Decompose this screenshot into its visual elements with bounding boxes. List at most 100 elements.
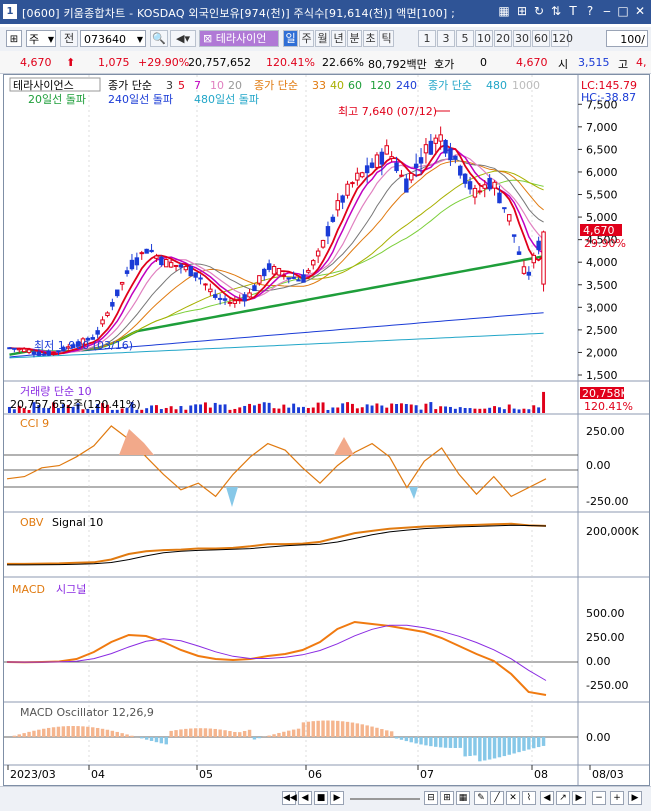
volume-bar xyxy=(503,409,506,413)
legend-ma-20: 20 xyxy=(228,79,242,92)
period-tab-0[interactable]: 일 xyxy=(283,30,298,47)
volume-bar xyxy=(253,405,256,413)
interval-btn-1[interactable]: 1 xyxy=(418,30,436,47)
pin-icon[interactable]: ⊞ xyxy=(6,30,22,47)
stop-icon[interactable]: ■ xyxy=(314,791,328,805)
next-icon[interactable]: ▶ xyxy=(330,791,344,805)
price-tick-label: 2,000 xyxy=(586,346,618,359)
interval-btn-120[interactable]: 120 xyxy=(551,30,569,47)
interval-btn-20[interactable]: 20 xyxy=(494,30,512,47)
volume-bar xyxy=(317,403,320,413)
chart-svg[interactable]: 7,5007,0006,5006,0005,5005,0004,5004,000… xyxy=(4,75,649,785)
minimize-icon[interactable]: ‒ xyxy=(600,4,614,18)
legend-stock[interactable]: 테라사이언스 xyxy=(13,79,74,92)
osc-bar xyxy=(218,730,221,737)
candle-body xyxy=(419,158,422,163)
osc-bar xyxy=(37,730,40,737)
ma-33-line xyxy=(10,161,544,352)
interval-btn-30[interactable]: 30 xyxy=(513,30,531,47)
sort-icon[interactable]: ⇅ xyxy=(549,4,563,18)
code-input[interactable]: 073640▼ xyxy=(80,30,146,47)
legend-ma-480: 480 xyxy=(486,79,507,92)
period-tab-1[interactable]: 주 xyxy=(299,30,314,47)
zoom-in-icon[interactable]: ⊞ xyxy=(440,791,454,805)
grid-icon[interactable]: ▦ xyxy=(456,791,470,805)
volume-bar xyxy=(219,405,222,413)
shrink-icon[interactable]: − xyxy=(592,791,606,805)
candle-body xyxy=(468,182,471,189)
volume-badge: 20,758K xyxy=(582,387,628,400)
candle-body xyxy=(150,250,153,251)
cci-title[interactable]: CCI 9 xyxy=(20,417,49,430)
osc-bar xyxy=(365,725,368,737)
arrow-right-icon[interactable]: ▶ xyxy=(572,791,586,805)
price-tick-label: 6,500 xyxy=(586,143,618,156)
osc-bar xyxy=(111,731,114,737)
volume-bar xyxy=(478,409,481,413)
osc-bar xyxy=(351,723,354,737)
period-tab-2[interactable]: 월 xyxy=(315,30,330,47)
candle-body xyxy=(503,208,506,209)
arrow-left-icon[interactable]: ◀ xyxy=(540,791,554,805)
period-tab-5[interactable]: 초 xyxy=(363,30,378,47)
text-icon[interactable]: T xyxy=(566,4,580,18)
sound-icon[interactable]: ◀▾ xyxy=(170,30,196,47)
period-tab-3[interactable]: 년 xyxy=(331,30,346,47)
scroll-right-icon[interactable]: ▶ xyxy=(628,791,642,805)
osc-bar xyxy=(292,730,295,737)
volume-title[interactable]: 거래량 단순 10 xyxy=(20,385,92,398)
volume-bar xyxy=(194,404,197,413)
count-input[interactable]: 100/ xyxy=(606,30,648,47)
trend-icon[interactable]: ╱ xyxy=(490,791,504,805)
osc-bar xyxy=(326,721,329,737)
interval-btn-5[interactable]: 5 xyxy=(456,30,474,47)
volume-bar xyxy=(371,406,374,413)
help-icon[interactable]: ? xyxy=(583,4,597,18)
window-number[interactable]: 1 xyxy=(3,4,17,19)
first-icon[interactable]: ◀◀ xyxy=(282,791,296,805)
osc-bar xyxy=(385,730,388,737)
link-icon[interactable]: ↻ xyxy=(532,4,546,18)
obv-line xyxy=(7,524,546,564)
osc-title[interactable]: MACD Oscillator 12,26,9 xyxy=(20,706,154,719)
period-tab-6[interactable]: 틱 xyxy=(379,30,394,47)
candle-body xyxy=(169,263,172,267)
zoom-out-icon[interactable]: ⊟ xyxy=(424,791,438,805)
prev-icon[interactable]: ◀ xyxy=(298,791,312,805)
stock-name[interactable]: ⊠ 테라사이언 xyxy=(199,30,279,47)
osc-bar xyxy=(336,721,339,737)
candle-body xyxy=(341,196,344,202)
osc-bar xyxy=(463,737,466,756)
volume-bar xyxy=(375,403,378,413)
macd-title[interactable]: MACD xyxy=(12,583,45,596)
chart-icon[interactable]: ⊞ xyxy=(515,4,529,18)
cursor-icon[interactable]: ↗ xyxy=(556,791,570,805)
osc-bar xyxy=(277,733,280,737)
candle-body xyxy=(361,173,364,177)
maximize-icon[interactable]: □ xyxy=(616,4,630,18)
zoom-slider[interactable] xyxy=(350,798,420,800)
range-button[interactable]: 전 xyxy=(60,30,78,47)
search-icon[interactable]: 🔍 xyxy=(150,30,168,47)
candle-body xyxy=(155,256,158,258)
period-tab-4[interactable]: 분 xyxy=(347,30,362,47)
osc-bar xyxy=(424,737,427,745)
draw-icon[interactable]: ✎ xyxy=(474,791,488,805)
volume-bar xyxy=(464,408,467,413)
period-select[interactable]: 주▼ xyxy=(26,30,56,47)
candle-body xyxy=(106,313,109,316)
osc-bar xyxy=(542,737,545,746)
obv-title[interactable]: OBV xyxy=(20,516,44,529)
interval-btn-10[interactable]: 10 xyxy=(475,30,493,47)
close-icon[interactable]: ✕ xyxy=(633,4,647,18)
cross-icon[interactable]: ✕ xyxy=(506,791,520,805)
interval-btn-60[interactable]: 60 xyxy=(532,30,550,47)
expand-icon[interactable]: + xyxy=(610,791,624,805)
candle-body xyxy=(199,278,202,279)
interval-btn-3[interactable]: 3 xyxy=(437,30,455,47)
osc-bar xyxy=(81,726,84,737)
window-menu-icon[interactable]: ▦ xyxy=(497,4,511,18)
pattern-icon[interactable]: ⌇ xyxy=(522,791,536,805)
